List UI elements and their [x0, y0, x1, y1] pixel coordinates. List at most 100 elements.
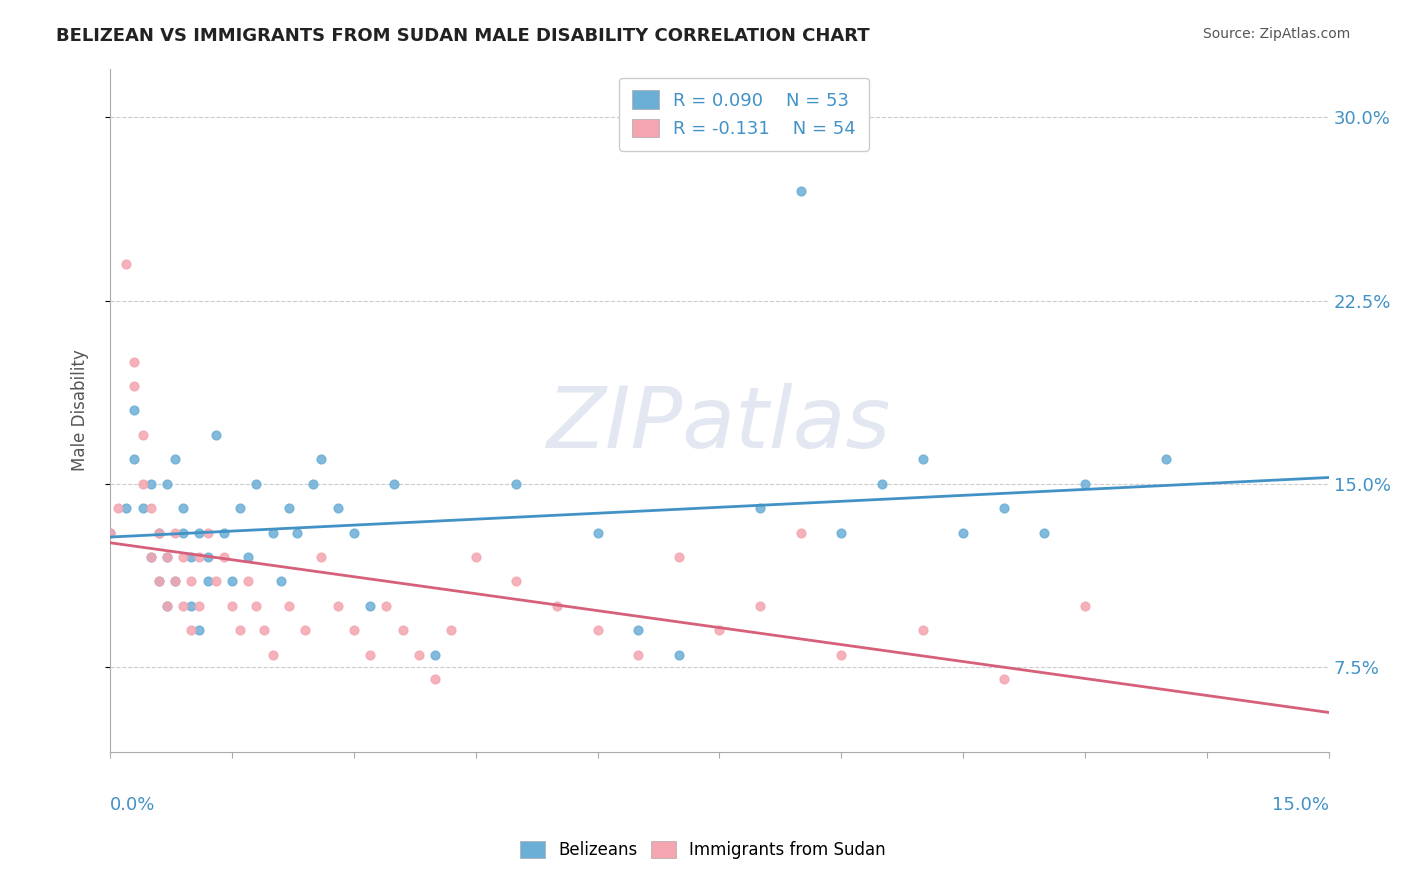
Point: [165, 525, 187, 540]
Point: [993, 501, 1015, 516]
Point: [165, 452, 187, 467]
Point: [627, 624, 650, 638]
Text: BELIZEAN VS IMMIGRANTS FROM SUDAN MALE DISABILITY CORRELATION CHART: BELIZEAN VS IMMIGRANTS FROM SUDAN MALE D…: [56, 27, 870, 45]
Point: [148, 574, 170, 589]
Point: [285, 525, 308, 540]
Point: [384, 476, 406, 491]
Point: [98, 525, 121, 540]
Point: [229, 501, 252, 516]
Point: [262, 525, 284, 540]
Text: 0.0%: 0.0%: [110, 797, 156, 814]
Point: [115, 257, 138, 271]
Point: [238, 549, 260, 564]
Point: [139, 501, 162, 516]
Point: [139, 476, 162, 491]
Point: [172, 525, 194, 540]
Point: [749, 501, 772, 516]
Point: [586, 624, 609, 638]
Point: [1033, 525, 1056, 540]
Point: [1074, 599, 1097, 613]
Point: [245, 599, 267, 613]
Point: [391, 624, 413, 638]
Point: [253, 624, 276, 638]
Point: [505, 574, 527, 589]
Point: [180, 599, 202, 613]
Point: [343, 624, 366, 638]
Point: [172, 599, 194, 613]
Point: [277, 501, 299, 516]
Text: Source: ZipAtlas.com: Source: ZipAtlas.com: [1202, 27, 1350, 41]
Point: [131, 476, 153, 491]
Point: [156, 549, 179, 564]
Point: [148, 574, 170, 589]
Point: [952, 525, 974, 540]
Point: [148, 525, 170, 540]
Point: [156, 599, 179, 613]
Point: [359, 599, 381, 613]
Point: [115, 501, 138, 516]
Point: [188, 549, 211, 564]
Point: [245, 476, 267, 491]
Text: 15.0%: 15.0%: [1272, 797, 1329, 814]
Point: [302, 476, 325, 491]
Point: [277, 599, 299, 613]
Point: [212, 549, 235, 564]
Point: [326, 501, 349, 516]
Point: [124, 379, 146, 393]
Point: [586, 525, 609, 540]
Point: [139, 549, 162, 564]
Point: [375, 599, 398, 613]
Point: [165, 574, 187, 589]
Point: [668, 648, 690, 662]
Point: [204, 574, 226, 589]
Point: [221, 599, 243, 613]
Point: [505, 476, 527, 491]
Point: [197, 574, 219, 589]
Point: [180, 624, 202, 638]
Point: [546, 599, 568, 613]
Point: [709, 624, 731, 638]
Point: [156, 599, 179, 613]
Point: [98, 525, 121, 540]
Point: [789, 525, 811, 540]
Point: [911, 624, 934, 638]
Point: [359, 648, 381, 662]
Point: [408, 648, 430, 662]
Text: ZIPatlas: ZIPatlas: [547, 383, 891, 466]
Point: [197, 525, 219, 540]
Point: [423, 648, 446, 662]
Point: [107, 501, 129, 516]
Point: [139, 549, 162, 564]
Point: [172, 549, 194, 564]
Point: [749, 599, 772, 613]
Point: [627, 648, 650, 662]
Point: [188, 599, 211, 613]
Legend: R = 0.090    N = 53, R = -0.131    N = 54: R = 0.090 N = 53, R = -0.131 N = 54: [619, 78, 869, 151]
Point: [124, 354, 146, 368]
Point: [830, 525, 852, 540]
Point: [668, 549, 690, 564]
Point: [188, 624, 211, 638]
Point: [165, 574, 187, 589]
Point: [188, 525, 211, 540]
Point: [156, 476, 179, 491]
Point: [326, 599, 349, 613]
Point: [131, 501, 153, 516]
Point: [229, 624, 252, 638]
Point: [311, 452, 333, 467]
Point: [212, 525, 235, 540]
Point: [238, 574, 260, 589]
Point: [197, 549, 219, 564]
Legend: Belizeans, Immigrants from Sudan: Belizeans, Immigrants from Sudan: [513, 834, 893, 866]
Point: [294, 624, 316, 638]
Point: [423, 672, 446, 686]
Y-axis label: Male Disability: Male Disability: [72, 350, 89, 471]
Point: [124, 403, 146, 417]
Point: [156, 549, 179, 564]
Point: [172, 501, 194, 516]
Point: [911, 452, 934, 467]
Point: [180, 549, 202, 564]
Point: [1074, 476, 1097, 491]
Point: [311, 549, 333, 564]
Point: [789, 184, 811, 198]
